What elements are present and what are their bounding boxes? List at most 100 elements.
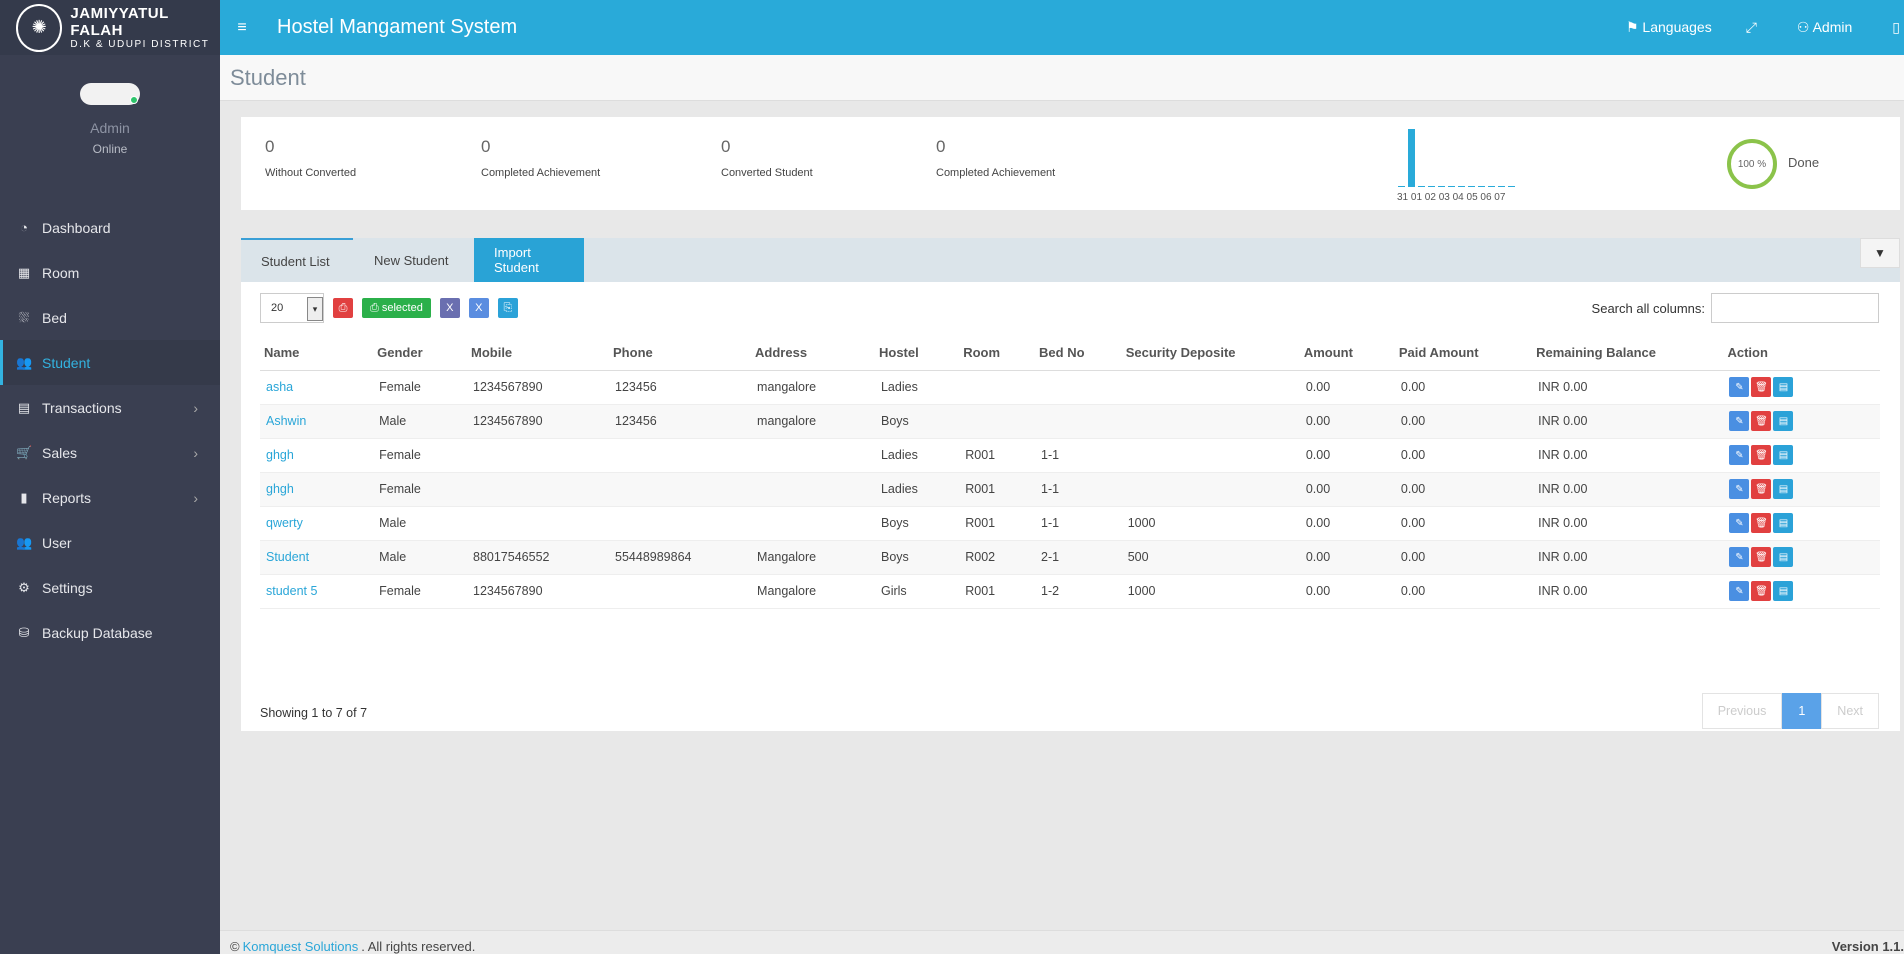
table-cell: INR 0.00 <box>1532 404 1724 439</box>
table-cell: R002 <box>959 540 1036 575</box>
student-name-link[interactable]: Ashwin <box>260 404 374 439</box>
table-cell: 1-1 <box>1035 438 1122 473</box>
student-name-link[interactable]: asha <box>260 370 374 405</box>
sidebar-item-label: Sales <box>42 444 78 461</box>
edit-button[interactable]: ✎ <box>1729 479 1750 499</box>
tab-import-student[interactable]: Import Student <box>474 238 584 282</box>
delete-button[interactable]: 🗑 <box>1751 513 1772 533</box>
logo-icon: ✺ <box>16 3 63 52</box>
online-indicator <box>130 96 138 104</box>
export-pdf-button[interactable]: ⎘ <box>497 298 518 318</box>
filter-icon[interactable]: ▼ <box>1860 238 1900 268</box>
column-header[interactable]: Bed No <box>1035 336 1122 371</box>
table-cell <box>1121 370 1300 405</box>
print-button[interactable]: ⎙ <box>333 298 353 318</box>
export-excel-button[interactable]: X <box>439 298 460 318</box>
view-button[interactable]: ▤ <box>1773 513 1794 533</box>
table-cell: Girls <box>874 574 960 609</box>
table-cell: 0.00 <box>1299 540 1395 575</box>
delete-button[interactable]: 🗑 <box>1751 581 1772 601</box>
column-header[interactable]: Address <box>751 336 875 371</box>
print-selected-button[interactable]: ⎙ selected <box>362 298 431 318</box>
brand[interactable]: ✺ JAMIYYATUL FALAH D.K & UDUPI DISTRICT <box>0 0 220 55</box>
sidebar-item-sales[interactable]: 🛒 Sales › <box>0 430 220 475</box>
action-cell: ✎ 🗑 ▤ <box>1723 438 1880 473</box>
column-header[interactable]: Hostel <box>874 336 960 371</box>
column-header[interactable]: Remaining Balance <box>1532 336 1724 371</box>
sparkline-bar <box>1508 186 1515 187</box>
page-size-select[interactable]: 20 ▾ <box>260 293 324 323</box>
search-input[interactable] <box>1711 293 1879 323</box>
sidebar-item-room[interactable]: ▦ Room <box>0 250 220 295</box>
tab-new-student[interactable]: New Student <box>374 252 449 268</box>
company-link[interactable]: Komquest Solutions <box>242 939 359 954</box>
view-button[interactable]: ▤ <box>1773 445 1794 465</box>
column-header[interactable]: Paid Amount <box>1394 336 1533 371</box>
users-icon: 👥 <box>16 354 33 370</box>
edit-button[interactable]: ✎ <box>1729 445 1750 465</box>
column-header[interactable]: Security Deposite <box>1121 336 1300 371</box>
view-button[interactable]: ▤ <box>1773 377 1794 397</box>
edit-button[interactable]: ✎ <box>1729 377 1750 397</box>
chevron-right-icon: › <box>193 444 198 461</box>
column-header[interactable]: Room <box>959 336 1036 371</box>
action-cell: ✎ 🗑 ▤ <box>1723 404 1880 439</box>
hamburger-icon[interactable]: ≡ <box>237 18 247 36</box>
table-cell <box>1121 438 1300 473</box>
column-header[interactable]: Mobile <box>467 336 610 371</box>
sparkline-chart <box>1398 129 1515 187</box>
sidebar-menu: ◔ Dashboard ▦ Room ⛆ Bed 👥 Student ▤ Transactions… <box>0 205 220 655</box>
footer: © Komquest Solutions . All rights reserv… <box>220 930 1904 954</box>
fullscreen-icon[interactable]: ⤢ <box>1745 19 1757 35</box>
sidebar-item-settings[interactable]: ⚙ Settings <box>0 565 220 610</box>
student-name-link[interactable]: qwerty <box>260 506 374 541</box>
delete-button[interactable]: 🗑 <box>1751 479 1772 499</box>
column-header[interactable]: Amount <box>1299 336 1395 371</box>
panel-toggle-icon[interactable]: ▯ <box>1892 19 1900 35</box>
edit-button[interactable]: ✎ <box>1729 547 1750 567</box>
column-header[interactable]: Gender <box>373 336 467 371</box>
column-header[interactable]: Name <box>260 336 374 371</box>
page-title: Student <box>230 64 306 90</box>
student-name-link[interactable]: ghgh <box>260 438 374 473</box>
student-name-link[interactable]: ghgh <box>260 472 374 507</box>
search-box: Search all columns: <box>1592 293 1879 323</box>
edit-button[interactable]: ✎ <box>1729 581 1750 601</box>
view-button[interactable]: ▤ <box>1773 547 1794 567</box>
sidebar-item-bed[interactable]: ⛆ Bed <box>0 295 220 340</box>
prev-page-button[interactable]: Previous <box>1701 693 1783 729</box>
sidebar-item-user[interactable]: 👥 User <box>0 520 220 565</box>
export-csv-button[interactable]: X <box>468 298 489 318</box>
delete-button[interactable]: 🗑 <box>1751 411 1772 431</box>
table-cell: Mangalore <box>751 574 875 609</box>
view-button[interactable]: ▤ <box>1773 411 1794 431</box>
delete-button[interactable]: 🗑 <box>1751 547 1772 567</box>
sidebar-item-student[interactable]: 👥 Student <box>0 340 220 385</box>
student-name-link[interactable]: Student <box>260 540 374 575</box>
sidebar-item-dashboard[interactable]: ◔ Dashboard <box>0 205 220 250</box>
column-header[interactable]: Action <box>1723 336 1880 371</box>
sidebar-item-backup-database[interactable]: ⛁ Backup Database <box>0 610 220 655</box>
table-cell <box>609 506 752 541</box>
tab-student-list[interactable]: Student List <box>241 238 353 282</box>
languages-menu[interactable]: ⚑ Languages <box>1626 19 1712 36</box>
table-cell: 1234567890 <box>467 574 610 609</box>
table-cell: Mangalore <box>751 540 875 575</box>
view-button[interactable]: ▤ <box>1773 479 1794 499</box>
table-cell <box>467 506 610 541</box>
delete-button[interactable]: 🗑 <box>1751 377 1772 397</box>
edit-button[interactable]: ✎ <box>1729 513 1750 533</box>
column-header[interactable]: Phone <box>609 336 752 371</box>
sidebar-item-transactions[interactable]: ▤ Transactions › <box>0 385 220 430</box>
admin-menu[interactable]: ⚇ Admin <box>1797 19 1852 36</box>
edit-button[interactable]: ✎ <box>1729 411 1750 431</box>
sidebar-item-reports[interactable]: ▮ Reports › <box>0 475 220 520</box>
tab-bar: Student List New Student Import Student … <box>241 238 1900 282</box>
student-name-link[interactable]: student 5 <box>260 574 374 609</box>
page-button-1[interactable]: 1 <box>1782 693 1822 729</box>
sidebar-item-label: Dashboard <box>42 219 111 236</box>
sparkline-labels: 31 01 02 03 04 05 06 07 <box>1397 192 1506 203</box>
view-button[interactable]: ▤ <box>1773 581 1794 601</box>
next-page-button[interactable]: Next <box>1821 693 1879 729</box>
delete-button[interactable]: 🗑 <box>1751 445 1772 465</box>
